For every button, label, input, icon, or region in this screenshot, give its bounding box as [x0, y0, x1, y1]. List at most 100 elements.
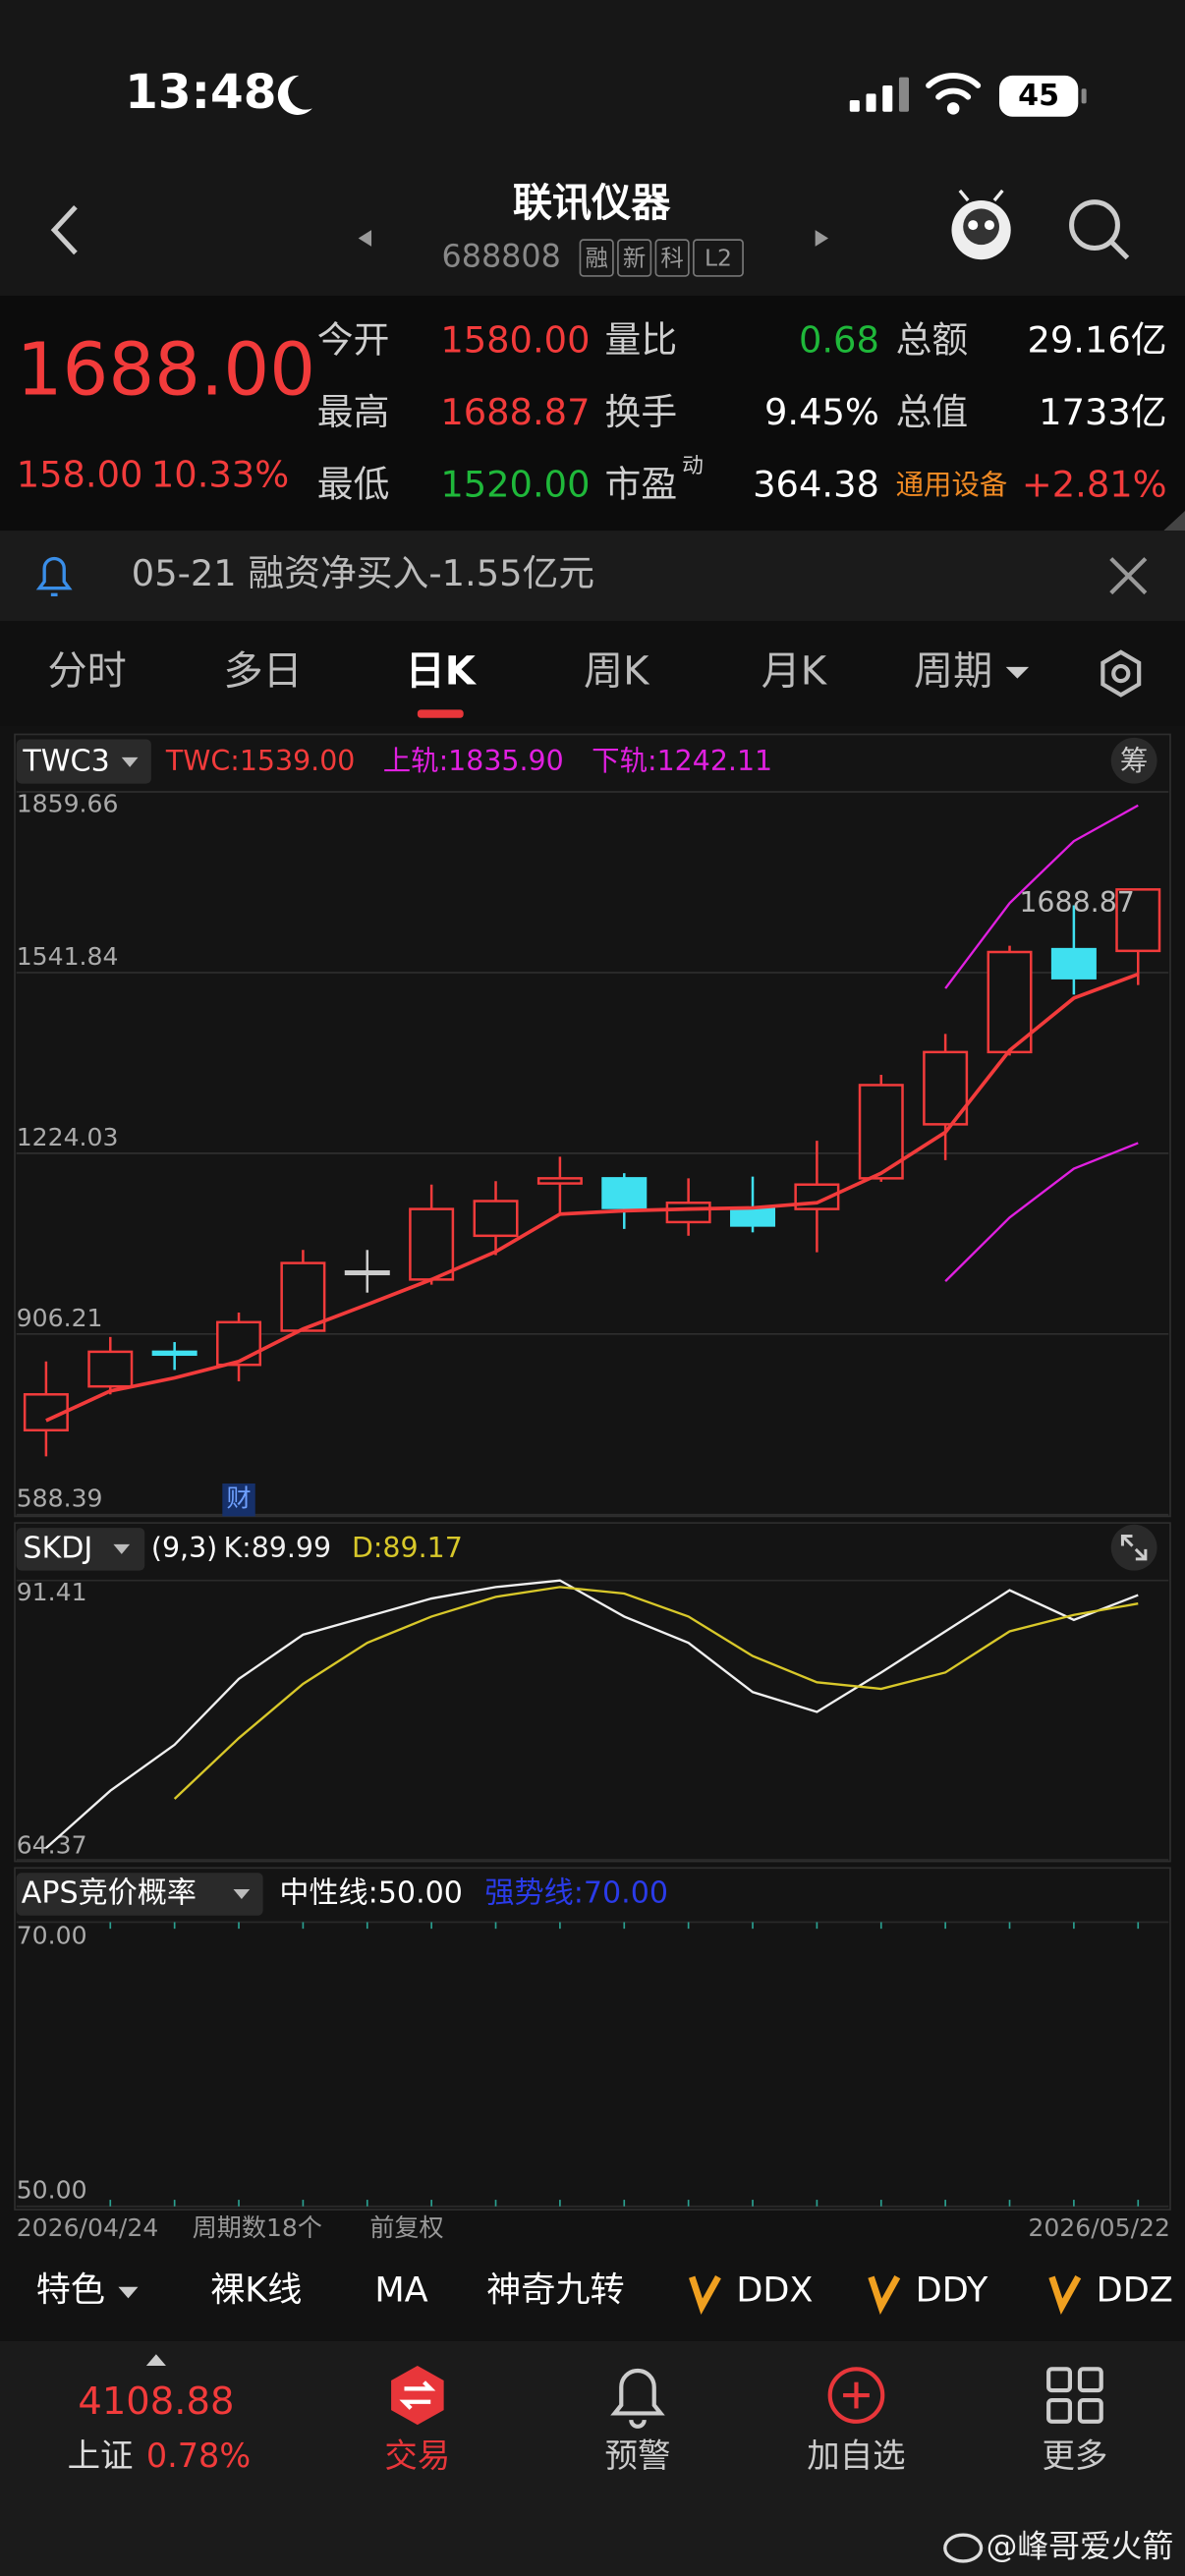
stock-name: 联讯仪器	[513, 181, 671, 226]
y-tick-label: 64.37	[17, 1831, 87, 1860]
finance-marker[interactable]: 财	[226, 1484, 251, 1513]
search-button[interactable]	[1069, 199, 1130, 260]
period-count: 周期数18个	[193, 2213, 322, 2242]
y-tick-label: 1224.03	[17, 1123, 119, 1151]
corner-mark	[1163, 511, 1185, 532]
candle-body	[730, 1207, 776, 1227]
tab[interactable]: 周期	[914, 649, 992, 695]
quote-label: 最低	[317, 463, 390, 505]
close-notice[interactable]	[1109, 557, 1148, 595]
tab[interactable]: 日K	[406, 649, 478, 695]
quote-label: 市盈	[605, 463, 678, 505]
line-series	[45, 972, 1139, 1423]
legend-label: 上轨:1835.90	[383, 745, 564, 777]
quote-value: 1733亿	[1039, 391, 1166, 433]
dropdown-arrow	[233, 1889, 251, 1900]
toolbar-item[interactable]: DDX	[736, 2270, 813, 2311]
bottom-nav	[0, 2340, 1185, 2576]
tab-indicator	[417, 709, 464, 718]
index-value[interactable]: 4108.88	[78, 2380, 234, 2424]
wifi-icon	[926, 73, 982, 115]
line-series	[45, 1579, 1139, 1849]
chip-button[interactable]: 筹	[1120, 745, 1148, 777]
badge-box	[693, 239, 744, 277]
dropdown-arrow	[121, 756, 139, 767]
quote-label: 最高	[317, 391, 390, 433]
tab[interactable]: 多日	[223, 649, 302, 695]
tab[interactable]: 月K	[762, 649, 828, 695]
y-tick-label: 1859.66	[17, 789, 119, 817]
candle-body	[344, 1270, 390, 1276]
candle-body	[536, 1177, 583, 1185]
nav-item[interactable]: 交易	[384, 2436, 450, 2475]
toolbar-item[interactable]: 裸K线	[210, 2270, 302, 2311]
adjust-mode[interactable]: 前复权	[369, 2213, 443, 2242]
tab[interactable]: 周K	[584, 649, 650, 695]
candle-body	[216, 1320, 262, 1367]
nav-item[interactable]: 预警	[605, 2436, 671, 2475]
legend-label: 下轨:1242.11	[592, 745, 772, 777]
battery-icon	[998, 75, 1079, 117]
candle-body	[665, 1201, 711, 1224]
signal-icon	[849, 77, 909, 112]
toolbar-item[interactable]: DDY	[916, 2270, 988, 2311]
settings-dot	[1111, 663, 1131, 684]
legend-label: K:89.99	[223, 1532, 331, 1564]
trade-icon	[391, 2365, 444, 2426]
legend-label: 中性线:50.00	[279, 1876, 463, 1911]
notice-bar[interactable]	[0, 531, 1185, 622]
badge-box	[579, 239, 614, 277]
prev-stock[interactable]	[358, 230, 372, 247]
kdj-panel	[14, 1522, 1171, 1863]
badge-box	[654, 239, 690, 277]
y-tick-label: 1541.84	[17, 942, 119, 971]
expand-button[interactable]	[1110, 1524, 1157, 1571]
expand-arrow[interactable]	[145, 2354, 166, 2366]
watermark: @峰哥爱火箭	[987, 2530, 1174, 2565]
v-icon	[1048, 2275, 1082, 2316]
indicator-dropdown[interactable]	[16, 739, 151, 784]
candle-body	[1050, 947, 1097, 980]
dropdown-arrow	[1005, 666, 1030, 679]
indicator-dropdown[interactable]	[16, 1528, 145, 1571]
badges: 融新科 L2	[579, 239, 744, 277]
quote-value: 1520.00	[440, 463, 590, 505]
back-button[interactable]	[50, 204, 78, 255]
add-icon	[827, 2367, 885, 2424]
chip-button-bg[interactable]	[1110, 737, 1157, 784]
y-tick-label: 588.39	[17, 1484, 103, 1513]
candle-body	[87, 1350, 134, 1388]
v-icon	[689, 2275, 721, 2316]
tab[interactable]: 分时	[48, 649, 127, 695]
quote-value: 29.16亿	[1027, 318, 1166, 361]
aps-panel	[14, 1867, 1171, 2211]
indicator-dropdown[interactable]	[16, 1873, 263, 1916]
v-icon	[868, 2275, 901, 2316]
weibo-logo	[943, 2533, 984, 2563]
toolbar-item[interactable]: DDZ	[1097, 2270, 1173, 2311]
quote-label: 总额	[896, 318, 969, 361]
line-series	[173, 1586, 1139, 1800]
nav-item[interactable]: 更多	[1042, 2436, 1107, 2475]
toolbar-item[interactable]: 特色	[36, 2270, 105, 2311]
price-change-pct: 10.33%	[151, 453, 289, 495]
settings-button[interactable]	[1100, 649, 1142, 698]
toolbar-item[interactable]: 神奇九转	[486, 2270, 624, 2311]
candle-body	[23, 1393, 69, 1432]
nav-item[interactable]: 加自选	[807, 2436, 905, 2475]
quote-value: 1688.87	[440, 391, 590, 433]
next-stock[interactable]	[815, 230, 829, 247]
dropdown-arrow	[113, 1543, 131, 1554]
bell-icon	[35, 556, 73, 597]
toolbar-item[interactable]: MA	[374, 2270, 427, 2311]
candle-body	[1115, 888, 1161, 953]
y-tick-label: 906.21	[17, 1304, 103, 1332]
robot-icon[interactable]	[951, 189, 1011, 260]
line-series	[944, 804, 1139, 989]
chart-layer: 1859.66 1541.84 1224.03 906.21 588.39 TWC:153…	[16, 745, 1169, 2208]
badge: 新	[623, 245, 646, 272]
badge: L2	[705, 245, 732, 272]
badge: 融	[585, 245, 607, 272]
line-series	[944, 1142, 1139, 1282]
